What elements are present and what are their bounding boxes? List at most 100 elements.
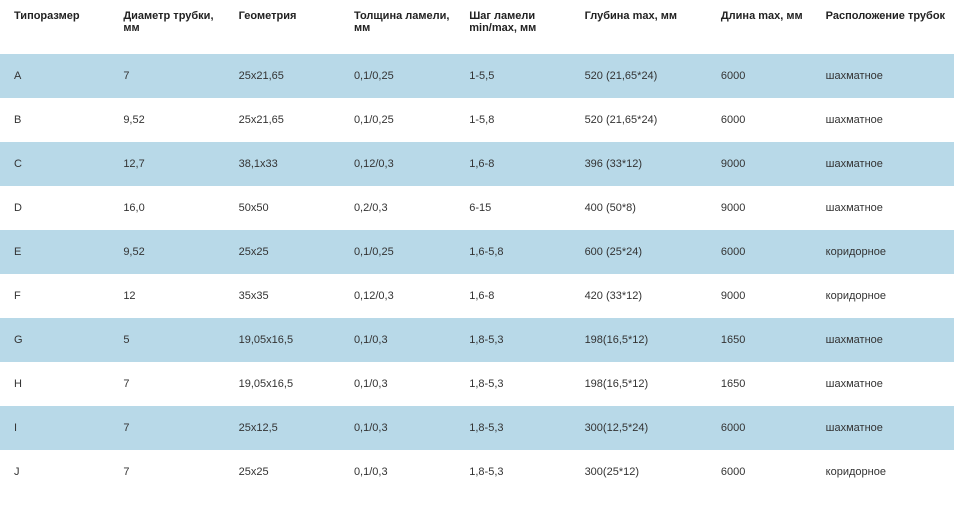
table-cell: 198(16,5*12) xyxy=(577,318,713,362)
table-cell: 1,8-5,3 xyxy=(461,362,576,406)
table-cell: 6000 xyxy=(713,98,818,142)
table-cell: 9,52 xyxy=(115,98,230,142)
table-cell: шахматное xyxy=(818,142,954,186)
table-row: B9,5225x21,650,1/0,251-5,8520 (21,65*24)… xyxy=(0,98,954,142)
table-cell: J xyxy=(0,450,115,494)
table-cell: 9000 xyxy=(713,186,818,230)
table-cell: коридорное xyxy=(818,230,954,274)
header-cell: Геометрия xyxy=(231,0,346,54)
spec-table: Типоразмер Диаметр трубки, мм Геометрия … xyxy=(0,0,954,494)
table-cell: E xyxy=(0,230,115,274)
table-cell: 1650 xyxy=(713,318,818,362)
table-cell: 396 (33*12) xyxy=(577,142,713,186)
table-cell: 0,1/0,25 xyxy=(346,98,461,142)
table-cell: 6000 xyxy=(713,54,818,98)
header-cell: Шаг ламели min/max, мм xyxy=(461,0,576,54)
table-cell: 400 (50*8) xyxy=(577,186,713,230)
table-cell: 9000 xyxy=(713,274,818,318)
table-cell: F xyxy=(0,274,115,318)
table-cell: 1,6-8 xyxy=(461,142,576,186)
table-row: H719,05x16,50,1/0,31,8-5,3198(16,5*12)16… xyxy=(0,362,954,406)
table-cell: I xyxy=(0,406,115,450)
table-cell: H xyxy=(0,362,115,406)
header-row: Типоразмер Диаметр трубки, мм Геометрия … xyxy=(0,0,954,54)
header-cell: Расположение трубок xyxy=(818,0,954,54)
table-cell: 7 xyxy=(115,450,230,494)
table-row: F1235x350,12/0,31,6-8420 (33*12)9000кори… xyxy=(0,274,954,318)
table-cell: 25x25 xyxy=(231,230,346,274)
header-cell: Толщина ламели, мм xyxy=(346,0,461,54)
table-cell: шахматное xyxy=(818,362,954,406)
table-cell: 300(12,5*24) xyxy=(577,406,713,450)
table-cell: 7 xyxy=(115,54,230,98)
table-cell: 35x35 xyxy=(231,274,346,318)
table-row: D16,050x500,2/0,36-15400 (50*8)9000шахма… xyxy=(0,186,954,230)
table-cell: 0,1/0,3 xyxy=(346,318,461,362)
table-cell: 0,12/0,3 xyxy=(346,274,461,318)
table-cell: 25x21,65 xyxy=(231,54,346,98)
table-cell: 6000 xyxy=(713,406,818,450)
table-cell: 9000 xyxy=(713,142,818,186)
table-cell: 0,1/0,25 xyxy=(346,230,461,274)
table-row: G519,05x16,50,1/0,31,8-5,3198(16,5*12)16… xyxy=(0,318,954,362)
table-cell: 6000 xyxy=(713,450,818,494)
header-cell: Диаметр трубки, мм xyxy=(115,0,230,54)
table-cell: 1-5,8 xyxy=(461,98,576,142)
table-cell: 520 (21,65*24) xyxy=(577,98,713,142)
table-body: A725x21,650,1/0,251-5,5520 (21,65*24)600… xyxy=(0,54,954,494)
table-cell: 1,8-5,3 xyxy=(461,450,576,494)
table-row: I725x12,50,1/0,31,8-5,3300(12,5*24)6000ш… xyxy=(0,406,954,450)
table-cell: 9,52 xyxy=(115,230,230,274)
table-cell: 7 xyxy=(115,406,230,450)
table-cell: 6000 xyxy=(713,230,818,274)
table-cell: B xyxy=(0,98,115,142)
table-cell: 0,1/0,3 xyxy=(346,406,461,450)
table-cell: шахматное xyxy=(818,54,954,98)
table-cell: шахматное xyxy=(818,318,954,362)
table-cell: 25x25 xyxy=(231,450,346,494)
table-cell: 0,1/0,3 xyxy=(346,450,461,494)
table-cell: 19,05x16,5 xyxy=(231,318,346,362)
table-cell: 1,8-5,3 xyxy=(461,406,576,450)
table-cell: 5 xyxy=(115,318,230,362)
table-row: A725x21,650,1/0,251-5,5520 (21,65*24)600… xyxy=(0,54,954,98)
table-cell: 420 (33*12) xyxy=(577,274,713,318)
table-cell: шахматное xyxy=(818,406,954,450)
table-cell: 1-5,5 xyxy=(461,54,576,98)
table-cell: 0,1/0,3 xyxy=(346,362,461,406)
table-cell: коридорное xyxy=(818,274,954,318)
table-cell: D xyxy=(0,186,115,230)
table-cell: 6-15 xyxy=(461,186,576,230)
table-cell: 300(25*12) xyxy=(577,450,713,494)
table-cell: 520 (21,65*24) xyxy=(577,54,713,98)
table-cell: 16,0 xyxy=(115,186,230,230)
table-cell: 1,6-5,8 xyxy=(461,230,576,274)
table-cell: 1,8-5,3 xyxy=(461,318,576,362)
table-cell: C xyxy=(0,142,115,186)
table-cell: G xyxy=(0,318,115,362)
header-cell: Длина max, мм xyxy=(713,0,818,54)
table-cell: шахматное xyxy=(818,186,954,230)
table-cell: 198(16,5*12) xyxy=(577,362,713,406)
table-row: E9,5225x250,1/0,251,6-5,8600 (25*24)6000… xyxy=(0,230,954,274)
table-cell: 0,12/0,3 xyxy=(346,142,461,186)
table-cell: 38,1x33 xyxy=(231,142,346,186)
header-cell: Типоразмер xyxy=(0,0,115,54)
table-cell: 25x21,65 xyxy=(231,98,346,142)
table-cell: коридорное xyxy=(818,450,954,494)
table-cell: 0,1/0,25 xyxy=(346,54,461,98)
header-cell: Глубина max, мм xyxy=(577,0,713,54)
table-cell: 1,6-8 xyxy=(461,274,576,318)
table-cell: 7 xyxy=(115,362,230,406)
table-cell: 600 (25*24) xyxy=(577,230,713,274)
table-cell: 50x50 xyxy=(231,186,346,230)
table-cell: 12 xyxy=(115,274,230,318)
table-cell: 0,2/0,3 xyxy=(346,186,461,230)
table-cell: 25x12,5 xyxy=(231,406,346,450)
table-cell: A xyxy=(0,54,115,98)
table-row: J725x250,1/0,31,8-5,3300(25*12)6000корид… xyxy=(0,450,954,494)
table-cell: 19,05x16,5 xyxy=(231,362,346,406)
table-cell: шахматное xyxy=(818,98,954,142)
table-row: C12,738,1x330,12/0,31,6-8396 (33*12)9000… xyxy=(0,142,954,186)
table-cell: 12,7 xyxy=(115,142,230,186)
